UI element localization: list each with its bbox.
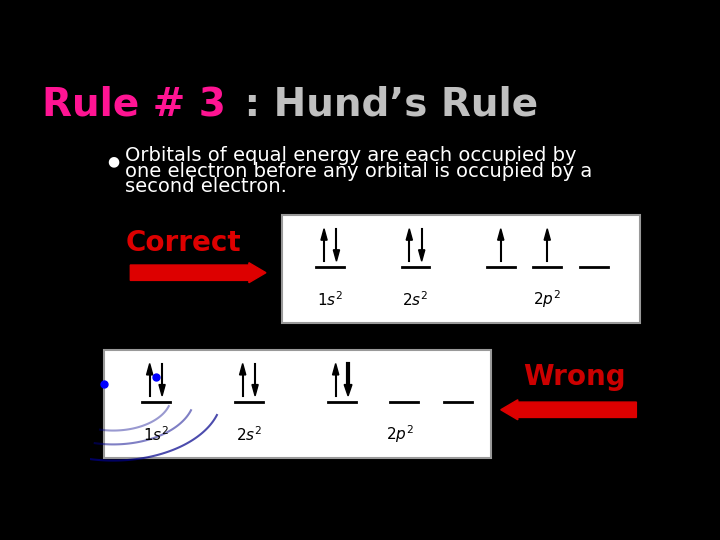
Text: : Hund’s Rule: : Hund’s Rule [231,86,538,124]
Polygon shape [240,363,246,375]
Polygon shape [321,229,327,240]
Polygon shape [159,384,165,396]
Polygon shape [406,229,413,240]
Text: $2s^2$: $2s^2$ [236,425,262,444]
Text: Rule # 3: Rule # 3 [42,86,225,124]
Polygon shape [498,229,504,240]
Polygon shape [418,250,425,261]
Polygon shape [333,363,339,375]
Polygon shape [344,384,352,396]
Polygon shape [333,250,340,261]
Text: Wrong: Wrong [523,363,626,390]
Text: $1s^2$: $1s^2$ [143,425,169,444]
Text: ●: ● [107,154,120,168]
Text: $2s^2$: $2s^2$ [402,291,428,309]
Text: $1s^2$: $1s^2$ [318,291,343,309]
Polygon shape [544,229,550,240]
Polygon shape [147,363,153,375]
FancyArrow shape [130,262,266,283]
FancyArrow shape [500,400,636,420]
Text: one electron before any orbital is occupied by a: one electron before any orbital is occup… [125,161,592,180]
Bar [282,215,640,323]
Text: $2p^2$: $2p^2$ [386,423,414,446]
Text: Orbitals of equal energy are each occupied by: Orbitals of equal energy are each occupi… [125,146,577,165]
Text: second electron.: second electron. [125,177,287,196]
Text: Correct: Correct [125,230,240,258]
Text: $2p^2$: $2p^2$ [534,289,561,310]
Bar [104,350,492,457]
Polygon shape [252,384,258,396]
